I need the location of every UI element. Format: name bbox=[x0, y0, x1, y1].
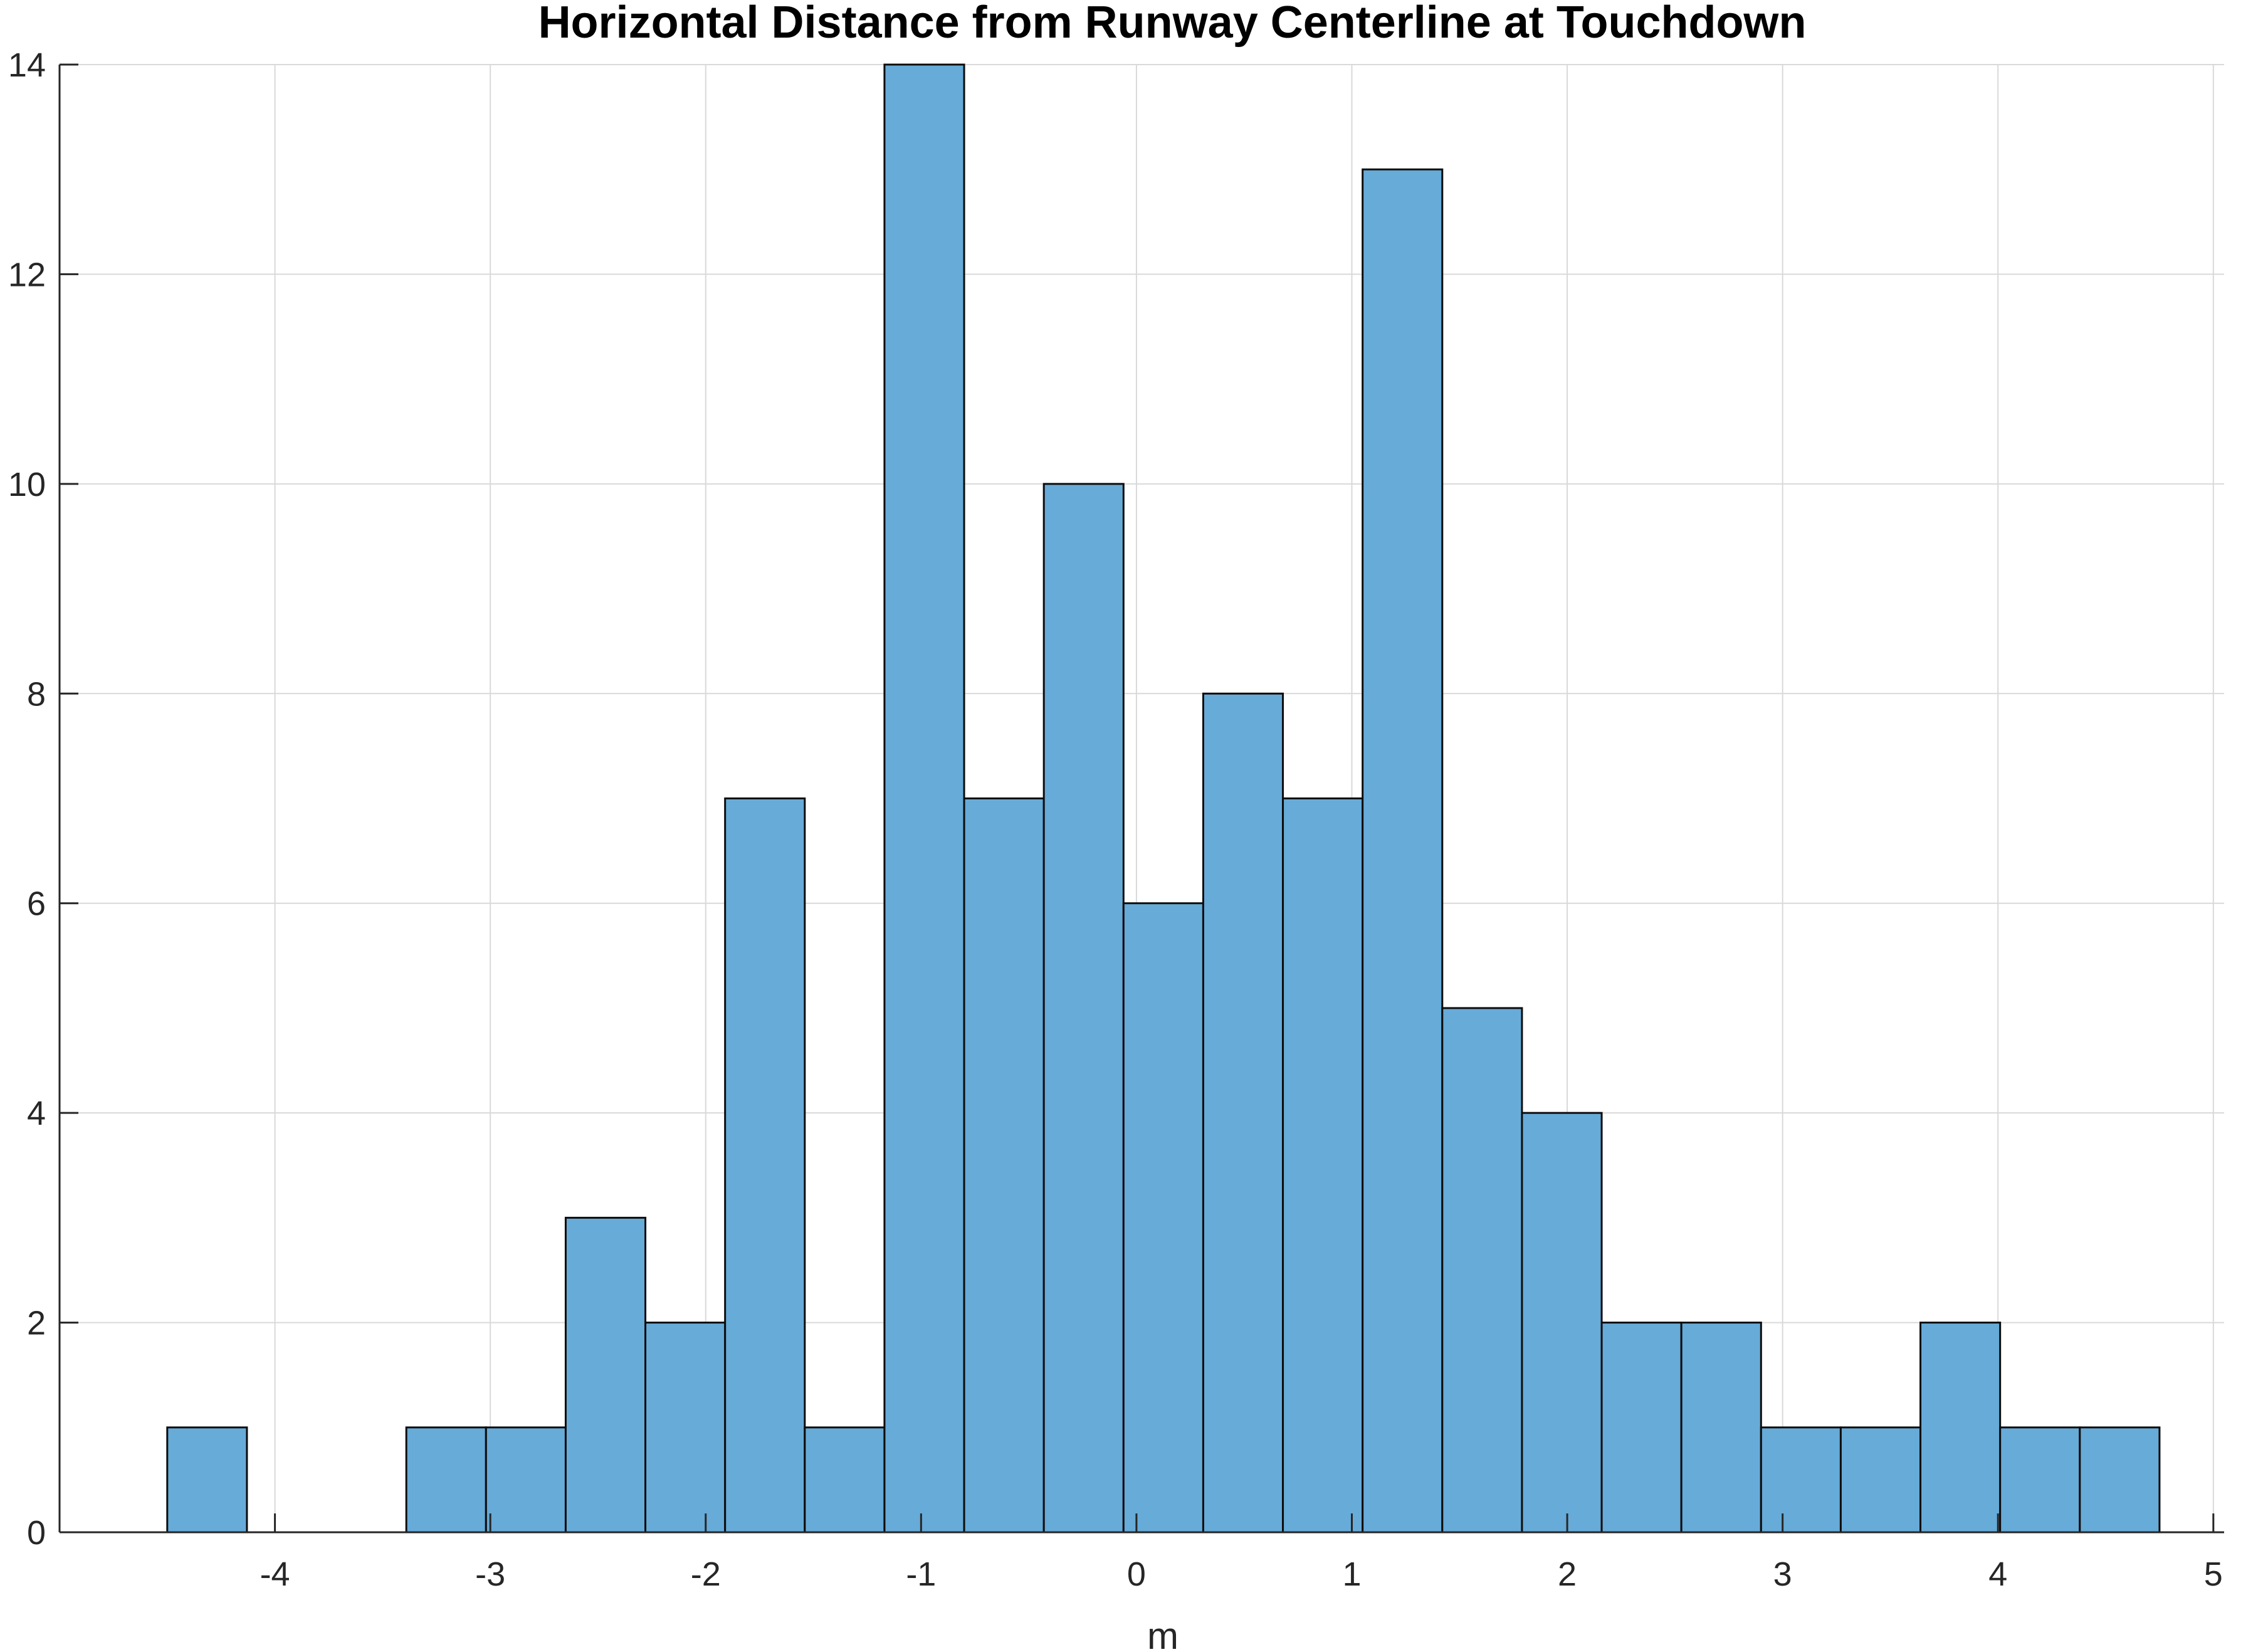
x-tick-label: 3 bbox=[1773, 1555, 1792, 1593]
x-tick-labels: -4 -3 -2 -1 0 1 2 3 4 5 bbox=[260, 1555, 2223, 1593]
y-tick-label: 12 bbox=[8, 256, 46, 293]
histogram-bar bbox=[1600, 1322, 1683, 1534]
y-tick-label: 10 bbox=[8, 466, 46, 503]
histogram-bar bbox=[564, 1216, 647, 1534]
x-tick-label: -1 bbox=[906, 1555, 936, 1593]
y-tick-label: 4 bbox=[27, 1095, 46, 1132]
histogram-bar bbox=[1999, 1426, 2081, 1534]
histogram-bar bbox=[1042, 483, 1125, 1534]
y-tick-label: 14 bbox=[8, 46, 46, 84]
histogram-bar bbox=[1919, 1322, 2002, 1534]
histogram-bar bbox=[883, 63, 965, 1534]
histogram-bar bbox=[1680, 1322, 1762, 1534]
x-tick-label: 2 bbox=[1558, 1555, 1577, 1593]
histogram-bar bbox=[1202, 692, 1284, 1534]
histogram-bar bbox=[1760, 1426, 1842, 1534]
y-tick-label: 8 bbox=[27, 675, 46, 713]
x-tick-label: 5 bbox=[2204, 1555, 2223, 1593]
y-tick-label: 6 bbox=[27, 885, 46, 923]
x-tick-label: 0 bbox=[1127, 1555, 1146, 1593]
x-tick-label: 4 bbox=[1988, 1555, 2007, 1593]
x-tick-label: -4 bbox=[260, 1555, 290, 1593]
x-axis-label: m bbox=[1147, 1615, 1179, 1652]
y-tick-label: 2 bbox=[27, 1305, 46, 1342]
histogram-bar bbox=[1362, 168, 1444, 1534]
y-tick-labels: 0 2 4 6 8 10 12 14 bbox=[8, 46, 46, 1552]
histogram-bar bbox=[644, 1322, 727, 1534]
y-tick-label: 0 bbox=[27, 1514, 46, 1552]
x-tick-label: 1 bbox=[1342, 1555, 1361, 1593]
histogram-bar bbox=[1441, 1007, 1523, 1534]
histogram-bar bbox=[485, 1426, 567, 1534]
histogram-bar bbox=[1122, 902, 1204, 1534]
histogram-bar bbox=[2079, 1426, 2161, 1534]
axes bbox=[58, 63, 2224, 1534]
histogram-bar bbox=[804, 1426, 886, 1534]
histogram-bar bbox=[1839, 1426, 1922, 1534]
histogram-bar bbox=[1282, 797, 1364, 1534]
histogram-bar bbox=[724, 797, 806, 1534]
histogram-bar bbox=[405, 1426, 487, 1534]
histogram-bar bbox=[963, 797, 1045, 1534]
histogram-bar bbox=[166, 1426, 248, 1534]
bars bbox=[166, 63, 2161, 1534]
chart-title: Horizontal Distance from Runway Centerli… bbox=[538, 0, 1807, 48]
x-tick-label: -2 bbox=[691, 1555, 721, 1593]
x-tick-label: -3 bbox=[475, 1555, 505, 1593]
histogram-bar bbox=[1521, 1112, 1603, 1534]
